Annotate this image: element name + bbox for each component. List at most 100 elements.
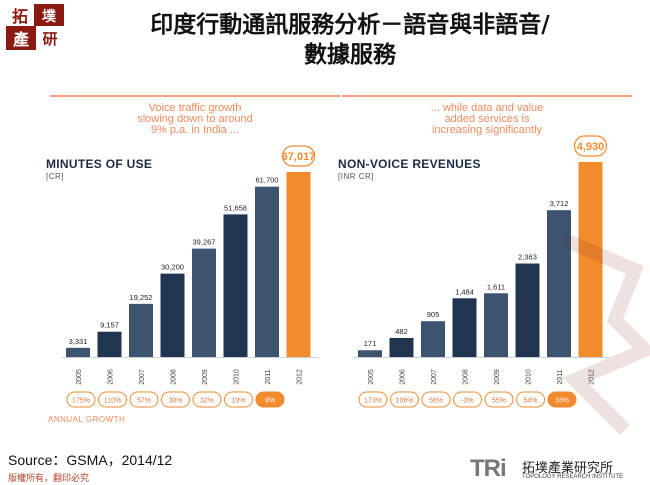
- caption-line: 9% p.a. in India ...: [150, 124, 240, 136]
- left-caption: Voice traffic growth slowing down to aro…: [60, 103, 330, 136]
- x-tick-label: 2011: [265, 369, 272, 384]
- caption-line: Voice traffic growth: [148, 102, 242, 114]
- title-line-1: 印度行動通訊服務分析－語音與非語音/: [150, 11, 550, 38]
- panel-divider: [342, 95, 632, 97]
- bar-2007: [129, 303, 153, 357]
- data-label: 67,017: [282, 151, 316, 163]
- non-voice-revenues-chart: 171 2005 482 2006 905 2007 1,484 2008 1,611 2009 2…: [354, 135, 610, 408]
- data-label: 19,252: [130, 293, 153, 302]
- growth-label: 110%: [104, 398, 121, 405]
- logo-char: 墣: [42, 9, 56, 25]
- bar-2011: [547, 210, 571, 357]
- data-label: 171: [364, 339, 377, 348]
- growth-pill: [98, 391, 127, 408]
- growth-label: -3%: [461, 398, 473, 405]
- minutes-of-use-chart: 3,331 2005 9,157 2006 19,252 2007 30,200 2008 39…: [62, 145, 318, 408]
- data-label: 4,930: [577, 141, 605, 153]
- growth-pill: [484, 391, 514, 408]
- logo-char: 產: [13, 30, 29, 49]
- bar-2006: [97, 331, 122, 357]
- x-tick-label: 2008: [463, 369, 470, 385]
- growth-label: 54%: [523, 398, 537, 405]
- growth-label: 56%: [429, 398, 443, 405]
- tri-name: 拓墣產業研究所: [522, 461, 614, 476]
- bar-2010: [515, 263, 540, 357]
- bar-2008: [452, 298, 477, 357]
- caption-line: added services is: [444, 113, 530, 125]
- bar-2005: [358, 350, 382, 357]
- growth-pill: [547, 391, 577, 408]
- data-label: 2,363: [518, 253, 537, 262]
- right-caption: ... while data and value added services …: [352, 103, 622, 136]
- data-label: 482: [395, 327, 408, 336]
- growth-label: 30%: [168, 398, 182, 405]
- tri-english-name: TOPOLOGY RESEARCH INSTITUTE: [522, 474, 624, 480]
- logo-mark: 拓 墣 產 研: [6, 4, 64, 50]
- chart-unit: [INR CR]: [338, 172, 374, 181]
- growth-pill: [358, 391, 388, 408]
- growth-pill: [224, 391, 253, 408]
- non-voice-revenues-panel: ... while data and value added services …: [338, 95, 632, 440]
- data-label: 51,658: [224, 203, 247, 212]
- annual-growth-label: ANNUAL GROWTH: [48, 415, 126, 424]
- growth-label: 55%: [492, 398, 506, 405]
- x-tick-label: 2006: [108, 369, 115, 385]
- bar-2006: [389, 337, 414, 357]
- growth-pill: [390, 391, 419, 408]
- bar-2012: [578, 162, 603, 357]
- x-tick-label: 2005: [76, 369, 83, 385]
- bar-2009: [484, 293, 508, 357]
- tri-logo: TRi 拓墣產業研究所 TOPOLOGY RESEARCH INSTITUTE: [470, 455, 645, 483]
- bar-2009: [192, 248, 216, 357]
- data-label: 3,712: [550, 199, 569, 208]
- chart-title: NON-VOICE REVENUES: [338, 157, 481, 171]
- source-note: Source：GSMA，2014/12: [8, 452, 173, 468]
- chart-title: MINUTES OF USE: [46, 157, 153, 171]
- growth-label: 19%: [231, 398, 245, 405]
- x-tick-label: 2007: [431, 369, 438, 385]
- copyright-note: 版權所有，翻印必究: [8, 474, 90, 484]
- highlight-label-box: [573, 135, 608, 157]
- x-tick-label: 2012: [589, 369, 596, 385]
- data-label: 1,611: [487, 282, 505, 291]
- x-tick-label: 2010: [526, 369, 533, 385]
- bar-2008: [160, 273, 185, 357]
- growth-pill: [453, 391, 482, 408]
- caption-line: slowing down to around: [137, 113, 253, 125]
- tri-mark: TRi: [470, 455, 507, 482]
- growth-pill: [66, 391, 96, 408]
- data-label: 3,331: [69, 337, 88, 346]
- watermark: [562, 233, 650, 435]
- x-tick-label: 2007: [139, 369, 146, 385]
- bar-2005: [66, 347, 90, 357]
- title-line-2: 數據服務: [304, 41, 396, 68]
- growth-pill: [161, 391, 190, 408]
- logo-char: 拓: [12, 7, 28, 26]
- growth-pill: [421, 391, 451, 408]
- x-tick-label: 2005: [368, 369, 375, 385]
- data-label: 61,700: [256, 176, 279, 185]
- growth-label: 16%: [555, 398, 569, 405]
- growth-pill: [255, 391, 285, 408]
- caption-line: ... while data and value: [430, 102, 544, 114]
- growth-label: 173%: [364, 398, 382, 405]
- bar-2010: [223, 214, 248, 357]
- x-tick-label: 2009: [494, 369, 501, 385]
- x-tick-label: 2012: [297, 369, 304, 385]
- data-label: 9,157: [100, 321, 119, 330]
- x-tick-label: 2010: [234, 369, 241, 385]
- slide-title: 印度行動通訊服務分析－語音與非語音/ 數據服務: [70, 10, 630, 70]
- growth-label: 9%: [265, 398, 275, 405]
- caption-line: increasing significantly: [431, 124, 543, 136]
- growth-label: 57%: [137, 398, 151, 405]
- growth-label: 106%: [396, 398, 414, 405]
- growth-label: 32%: [200, 398, 214, 405]
- x-tick-label: 2011: [557, 369, 564, 384]
- bar-2012: [286, 172, 311, 357]
- data-label: 1,484: [455, 287, 474, 296]
- highlight-label-box: [281, 145, 316, 167]
- bar-2011: [255, 186, 279, 357]
- logo: 拓 墣 產 研: [6, 4, 64, 50]
- x-tick-label: 2008: [171, 369, 178, 385]
- growth-pill: [516, 391, 545, 408]
